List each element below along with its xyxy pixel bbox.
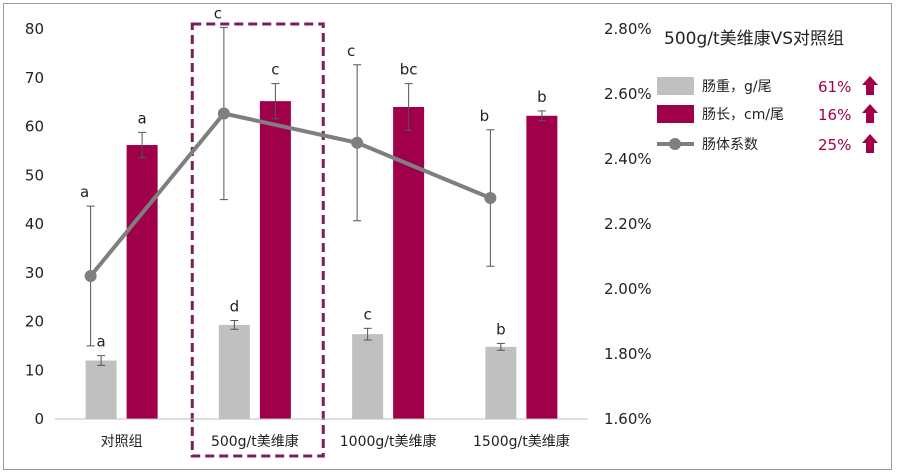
y-right-tick-label: 2.80%	[604, 20, 652, 38]
significance-label: b	[496, 320, 506, 338]
y-right-tick-label: 2.20%	[604, 215, 652, 233]
significance-label: a	[97, 333, 106, 351]
change-percent: 61%	[818, 78, 851, 96]
line-point	[351, 136, 364, 149]
y-left-tick-label: 0	[34, 410, 44, 428]
y-left-tick-label: 70	[25, 69, 44, 87]
y-left-tick-label: 40	[25, 215, 44, 233]
y-right-tick-label: 1.80%	[604, 345, 652, 363]
significance-label: c	[271, 61, 279, 79]
line-significance-label: c	[214, 4, 222, 22]
significance-label: bc	[400, 61, 418, 79]
legend-swatch	[657, 77, 694, 95]
significance-label: b	[537, 88, 547, 106]
y-right-tick-label: 2.00%	[604, 280, 652, 298]
x-tick-label: 1000g/t美维康	[340, 433, 437, 450]
change-percent: 25%	[818, 136, 851, 154]
bar	[85, 360, 117, 419]
up-arrow-icon	[862, 104, 878, 123]
y-right-tick-label: 1.60%	[604, 410, 652, 428]
y-right-tick-label: 2.40%	[604, 150, 652, 168]
y-left-tick-label: 30	[25, 264, 44, 282]
change-percent: 16%	[818, 106, 851, 124]
legend-label: 肠体系数	[702, 137, 758, 153]
x-tick-label: 1500g/t美维康	[473, 433, 570, 450]
significance-label: c	[364, 305, 372, 323]
significance-label: d	[230, 298, 240, 316]
bar	[259, 101, 291, 420]
legend-swatch	[657, 105, 694, 123]
bar	[485, 346, 517, 419]
line-significance-label: a	[80, 183, 89, 201]
bar	[393, 107, 425, 419]
line-point	[217, 107, 230, 120]
x-tick-label: 500g/t美维康	[211, 433, 299, 450]
bar	[352, 334, 384, 419]
line-point	[484, 192, 497, 204]
significance-label: a	[138, 109, 147, 127]
bar	[126, 145, 158, 419]
line-point	[84, 270, 97, 282]
y-left-tick-label: 80	[25, 20, 44, 38]
bar	[526, 115, 558, 420]
y-left-tick-label: 50	[25, 166, 44, 184]
x-tick-label: 对照组	[101, 434, 143, 450]
legend-label: 肠长，cm/尾	[702, 107, 784, 123]
chart-title: 500g/t美维康VS对照组	[664, 29, 844, 49]
highlight-box	[190, 22, 325, 458]
line-significance-label: b	[480, 107, 490, 125]
y-left-tick-label: 60	[25, 118, 44, 136]
legend-swatch-marker	[669, 138, 681, 150]
up-arrow-icon	[862, 76, 878, 95]
series-line	[89, 111, 492, 278]
y-left-tick-label: 20	[25, 313, 44, 331]
y-left-tick-label: 10	[25, 361, 44, 379]
legend-label: 肠重，g/尾	[702, 79, 772, 95]
bar	[218, 324, 250, 419]
line-significance-label: c	[347, 42, 355, 60]
up-arrow-icon	[862, 134, 878, 153]
y-right-tick-label: 2.60%	[604, 85, 652, 103]
